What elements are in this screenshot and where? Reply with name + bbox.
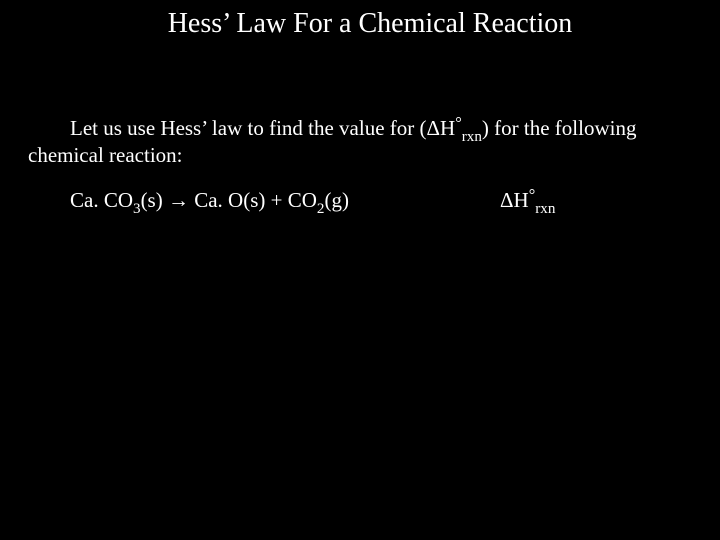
- delta-symbol: Δ: [427, 116, 441, 140]
- product-phase: (g): [324, 188, 349, 212]
- reactant-formula: Ca. CO: [70, 188, 133, 212]
- slide-title: Hess’ Law For a Chemical Reaction: [0, 8, 720, 40]
- slide: Hess’ Law For a Chemical Reaction Let us…: [0, 0, 720, 540]
- reactant-phase: (s): [141, 188, 163, 212]
- reaction-row: Ca. CO3(s) → Ca. O(s) + CO2(g) ΔH°rxn: [70, 187, 693, 214]
- product-subscript: 2: [317, 201, 325, 217]
- product-formula: Ca. O(s) + CO: [194, 188, 317, 212]
- rxn-subscript: rxn: [535, 201, 555, 217]
- rxn-subscript: rxn: [462, 129, 482, 145]
- delta-h-label: ΔH°rxn: [500, 187, 555, 214]
- intro-paragraph: Let us use Hess’ law to find the value f…: [28, 115, 693, 169]
- reaction-equation: Ca. CO3(s) → Ca. O(s) + CO2(g): [70, 187, 500, 214]
- delta-symbol: Δ: [500, 188, 514, 212]
- slide-body: Let us use Hess’ law to find the value f…: [28, 115, 693, 214]
- intro-pre: Let us use Hess’ law to find the value f…: [70, 116, 427, 140]
- reactant-subscript: 3: [133, 201, 141, 217]
- arrow-symbol: →: [163, 188, 195, 212]
- degree-symbol: °: [455, 113, 462, 132]
- dh-H: H: [514, 188, 529, 212]
- intro-H: H: [440, 116, 455, 140]
